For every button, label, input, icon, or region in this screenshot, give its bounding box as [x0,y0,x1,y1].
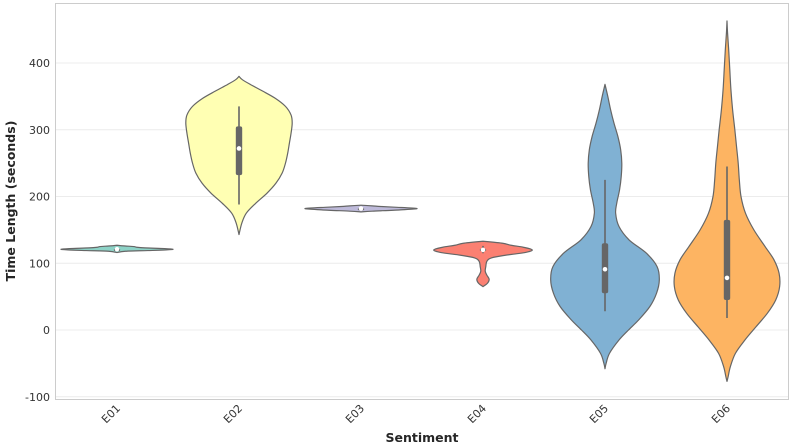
violin-E02 [185,75,293,236]
x-tick-label: E05 [587,402,611,426]
violin-iqr-box [723,219,731,300]
y-axis-ticks: -100 0 100 200 300 400 [25,57,50,404]
x-tick-label: E06 [709,402,733,426]
y-tick-label: -100 [25,391,50,404]
y-tick-label: 300 [29,124,50,137]
x-tick-label: E02 [221,402,245,426]
y-tick-label: 400 [29,57,50,70]
violin-E06 [673,20,781,382]
plot-frame [55,3,789,400]
y-tick-label: 100 [29,257,50,270]
x-axis-ticks: E01 E02 E03 E04 E05 E06 [99,402,733,426]
violin-E04 [433,240,533,288]
violin-median-marker [358,206,364,211]
violin-median-marker [602,266,608,272]
x-tick-label: E01 [99,402,123,426]
violin-median-marker [480,247,486,253]
gridlines [56,62,788,398]
violin-median-marker [236,146,242,151]
x-axis-title: Sentiment [385,430,458,445]
violin-body [433,240,533,288]
y-tick-label: 0 [43,324,50,337]
violin-median-marker [724,275,730,281]
violin-E05 [550,83,660,370]
y-tick-label: 200 [29,191,50,204]
violin-E01 [60,244,174,254]
x-tick-label: E04 [465,402,489,426]
violin-iqr-box [235,126,243,176]
violins [60,20,781,382]
y-axis-title: Time Length (seconds) [3,121,18,282]
x-tick-label: E03 [343,402,367,426]
violin-median-marker [114,246,120,252]
violin-E03 [304,204,418,213]
